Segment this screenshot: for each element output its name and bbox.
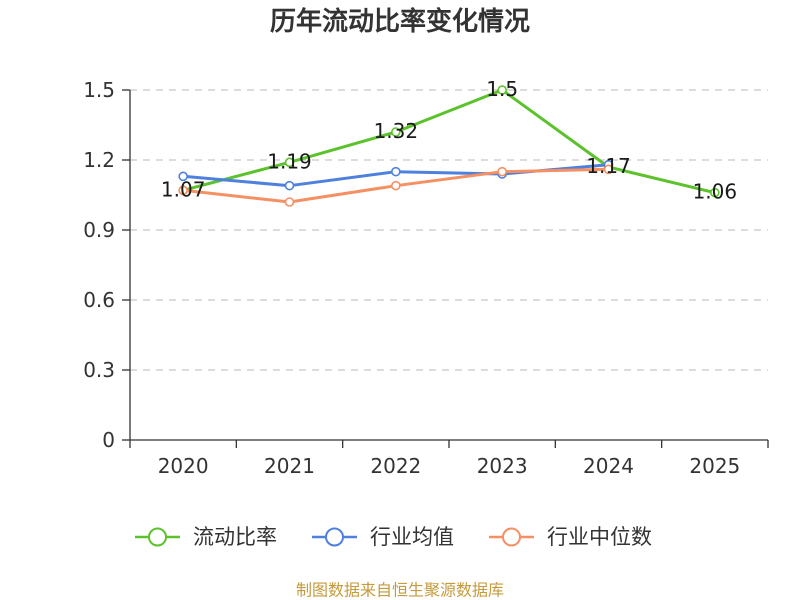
data-point <box>391 127 401 137</box>
x-tick-label: 2022 <box>370 454 421 478</box>
x-tick-label: 2024 <box>583 454 634 478</box>
data-point <box>497 166 507 177</box>
y-tick-label: 1.2 <box>83 148 115 172</box>
data-point <box>391 180 401 191</box>
y-axis: 0 0.3 0.6 0.9 1.2 1.5 <box>83 78 131 452</box>
y-tick-label: 0 <box>102 428 115 452</box>
x-axis: 2020 2021 2022 2023 2024 2025 <box>129 439 769 478</box>
data-point <box>391 166 401 177</box>
series-layer <box>178 85 720 207</box>
data-point <box>284 157 295 168</box>
grid-lines <box>130 89 768 371</box>
legend-circle-icon <box>148 527 167 547</box>
data-label: 1.07 <box>161 177 206 201</box>
y-tick-label: 0.6 <box>83 288 115 312</box>
legend-item-industry-median[interactable]: 行业中位数 <box>489 525 652 549</box>
y-tick-label: 0.9 <box>83 218 115 242</box>
y-tick-label: 1.5 <box>83 78 115 102</box>
data-point <box>178 171 188 182</box>
source-note: 制图数据来自恒生聚源数据库 <box>296 581 504 600</box>
data-label: 1.06 <box>693 180 738 204</box>
data-point <box>178 185 188 196</box>
chart-title: 历年流动比率变化情况 <box>270 6 530 37</box>
x-tick-label: 2021 <box>264 454 315 478</box>
data-point <box>497 85 507 95</box>
legend-item-current-ratio[interactable]: 流动比率 <box>135 525 277 549</box>
legend-label: 行业均值 <box>370 525 454 549</box>
data-label: 1.17 <box>586 154 631 178</box>
data-point <box>284 180 295 191</box>
y-tick-label: 0.3 <box>83 358 115 382</box>
legend-item-industry-average[interactable]: 行业均值 <box>312 525 454 549</box>
data-label: 1.5 <box>486 77 518 101</box>
legend-circle-icon <box>325 527 344 547</box>
data-labels: 1.07 1.19 1.32 1.5 1.17 1.06 <box>161 77 737 204</box>
data-point <box>603 164 614 175</box>
series-line-0 <box>181 88 717 195</box>
x-tick-label: 2020 <box>158 454 209 478</box>
legend-label: 行业中位数 <box>547 525 652 549</box>
x-tick-label: 2025 <box>689 454 740 478</box>
legend-label: 流动比率 <box>193 525 277 549</box>
data-point <box>284 197 295 207</box>
data-label: 1.19 <box>267 149 312 173</box>
data-label: 1.32 <box>374 119 419 143</box>
legend-circle-icon <box>502 527 521 547</box>
legend: 流动比率 行业均值 行业中位数 <box>135 525 652 549</box>
x-tick-label: 2023 <box>477 454 528 478</box>
data-point <box>710 187 720 198</box>
